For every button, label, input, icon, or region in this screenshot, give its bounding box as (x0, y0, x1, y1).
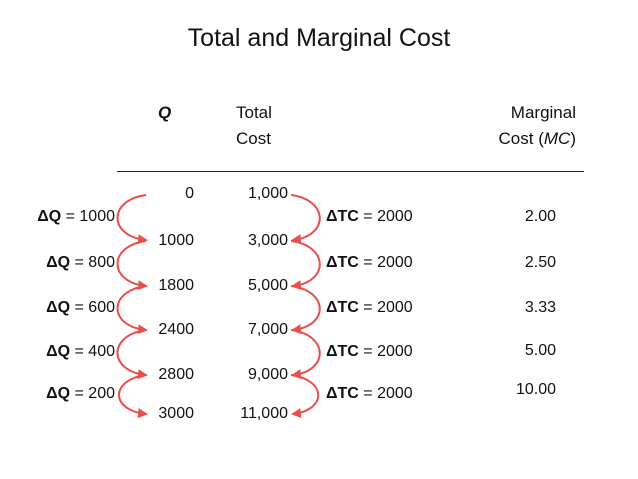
delta-q-arrow (118, 374, 148, 419)
delta-q-label: ΔQ = 1000 (0, 208, 115, 226)
delta-q-symbol: ΔQ (46, 385, 71, 402)
delta-tc-label: ΔTC = 2000 (326, 343, 413, 361)
header-divider (117, 171, 584, 172)
delta-tc-value: = 2000 (358, 299, 413, 316)
delta-q-symbol: ΔQ (46, 299, 71, 316)
header-q: Q (158, 103, 172, 122)
delta-q-arrow (116, 240, 148, 291)
delta-q-label: ΔQ = 800 (0, 254, 115, 272)
delta-tc-value: = 2000 (358, 385, 413, 402)
header-marginal-cost-line1: Marginal (510, 103, 576, 122)
delta-tc-value: = 2000 (358, 208, 413, 225)
q-value: 1000 (158, 232, 194, 249)
delta-tc-arrow (290, 374, 320, 419)
delta-q-value: = 200 (70, 385, 116, 402)
mc-value: 2.00 (524, 208, 556, 225)
delta-q-symbol: ΔQ (46, 254, 71, 271)
header-mc-italic: MC (543, 129, 571, 148)
q-value: 3000 (158, 405, 194, 422)
q-value: 2800 (158, 366, 194, 383)
delta-tc-symbol: ΔTC (326, 343, 359, 360)
header-total-cost: Total Cost (236, 100, 272, 152)
delta-tc-symbol: ΔTC (326, 208, 359, 225)
header-mc-prefix: Cost ( (498, 129, 544, 148)
delta-tc-label: ΔTC = 2000 (326, 385, 413, 403)
mc-value: 5.00 (524, 342, 556, 359)
delta-q-symbol: ΔQ (46, 343, 71, 360)
q-value: 0 (185, 185, 194, 202)
delta-tc-arrow (290, 285, 321, 335)
q-value: 1800 (158, 277, 194, 294)
delta-q-arrow (116, 285, 148, 335)
header-marginal-cost-line2: Cost (MC) (476, 126, 576, 152)
delta-q-value: = 400 (70, 343, 116, 360)
tc-value: 7,000 (247, 321, 288, 338)
delta-q-value: = 600 (70, 299, 116, 316)
delta-tc-label: ΔTC = 2000 (326, 299, 413, 317)
delta-tc-label: ΔTC = 2000 (326, 208, 413, 226)
mc-value: 3.33 (524, 299, 556, 316)
delta-q-arrow (116, 194, 148, 245)
delta-q-label: ΔQ = 200 (0, 385, 115, 403)
header-total-cost-line1: Total (236, 103, 272, 122)
delta-tc-value: = 2000 (358, 254, 413, 271)
tc-value: 3,000 (247, 232, 288, 249)
q-value: 2400 (158, 321, 194, 338)
delta-q-label: ΔQ = 600 (0, 299, 115, 317)
mc-value: 2.50 (524, 254, 556, 271)
delta-q-label: ΔQ = 400 (0, 343, 115, 361)
tc-value: 5,000 (247, 277, 288, 294)
mc-value: 10.00 (515, 381, 556, 398)
tc-value: 9,000 (247, 366, 288, 383)
tc-value: 1,000 (247, 185, 288, 202)
delta-tc-label: ΔTC = 2000 (326, 254, 413, 272)
delta-tc-arrow (290, 329, 321, 380)
delta-q-value: = 1000 (61, 208, 115, 225)
delta-tc-arrow (290, 194, 321, 245)
delta-tc-symbol: ΔTC (326, 254, 359, 271)
delta-tc-arrow (290, 240, 321, 291)
delta-tc-symbol: ΔTC (326, 385, 359, 402)
delta-q-symbol: ΔQ (37, 208, 62, 225)
tc-value: 11,000 (240, 405, 288, 422)
delta-q-value: = 800 (70, 254, 116, 271)
header-marginal-cost: Marginal Cost (MC) (476, 100, 576, 152)
delta-tc-value: = 2000 (358, 343, 413, 360)
page-title: Total and Marginal Cost (187, 24, 451, 52)
delta-q-arrow (116, 329, 148, 380)
header-total-cost-line2: Cost (236, 129, 271, 148)
header-mc-suffix: ) (570, 129, 576, 148)
delta-tc-symbol: ΔTC (326, 299, 359, 316)
